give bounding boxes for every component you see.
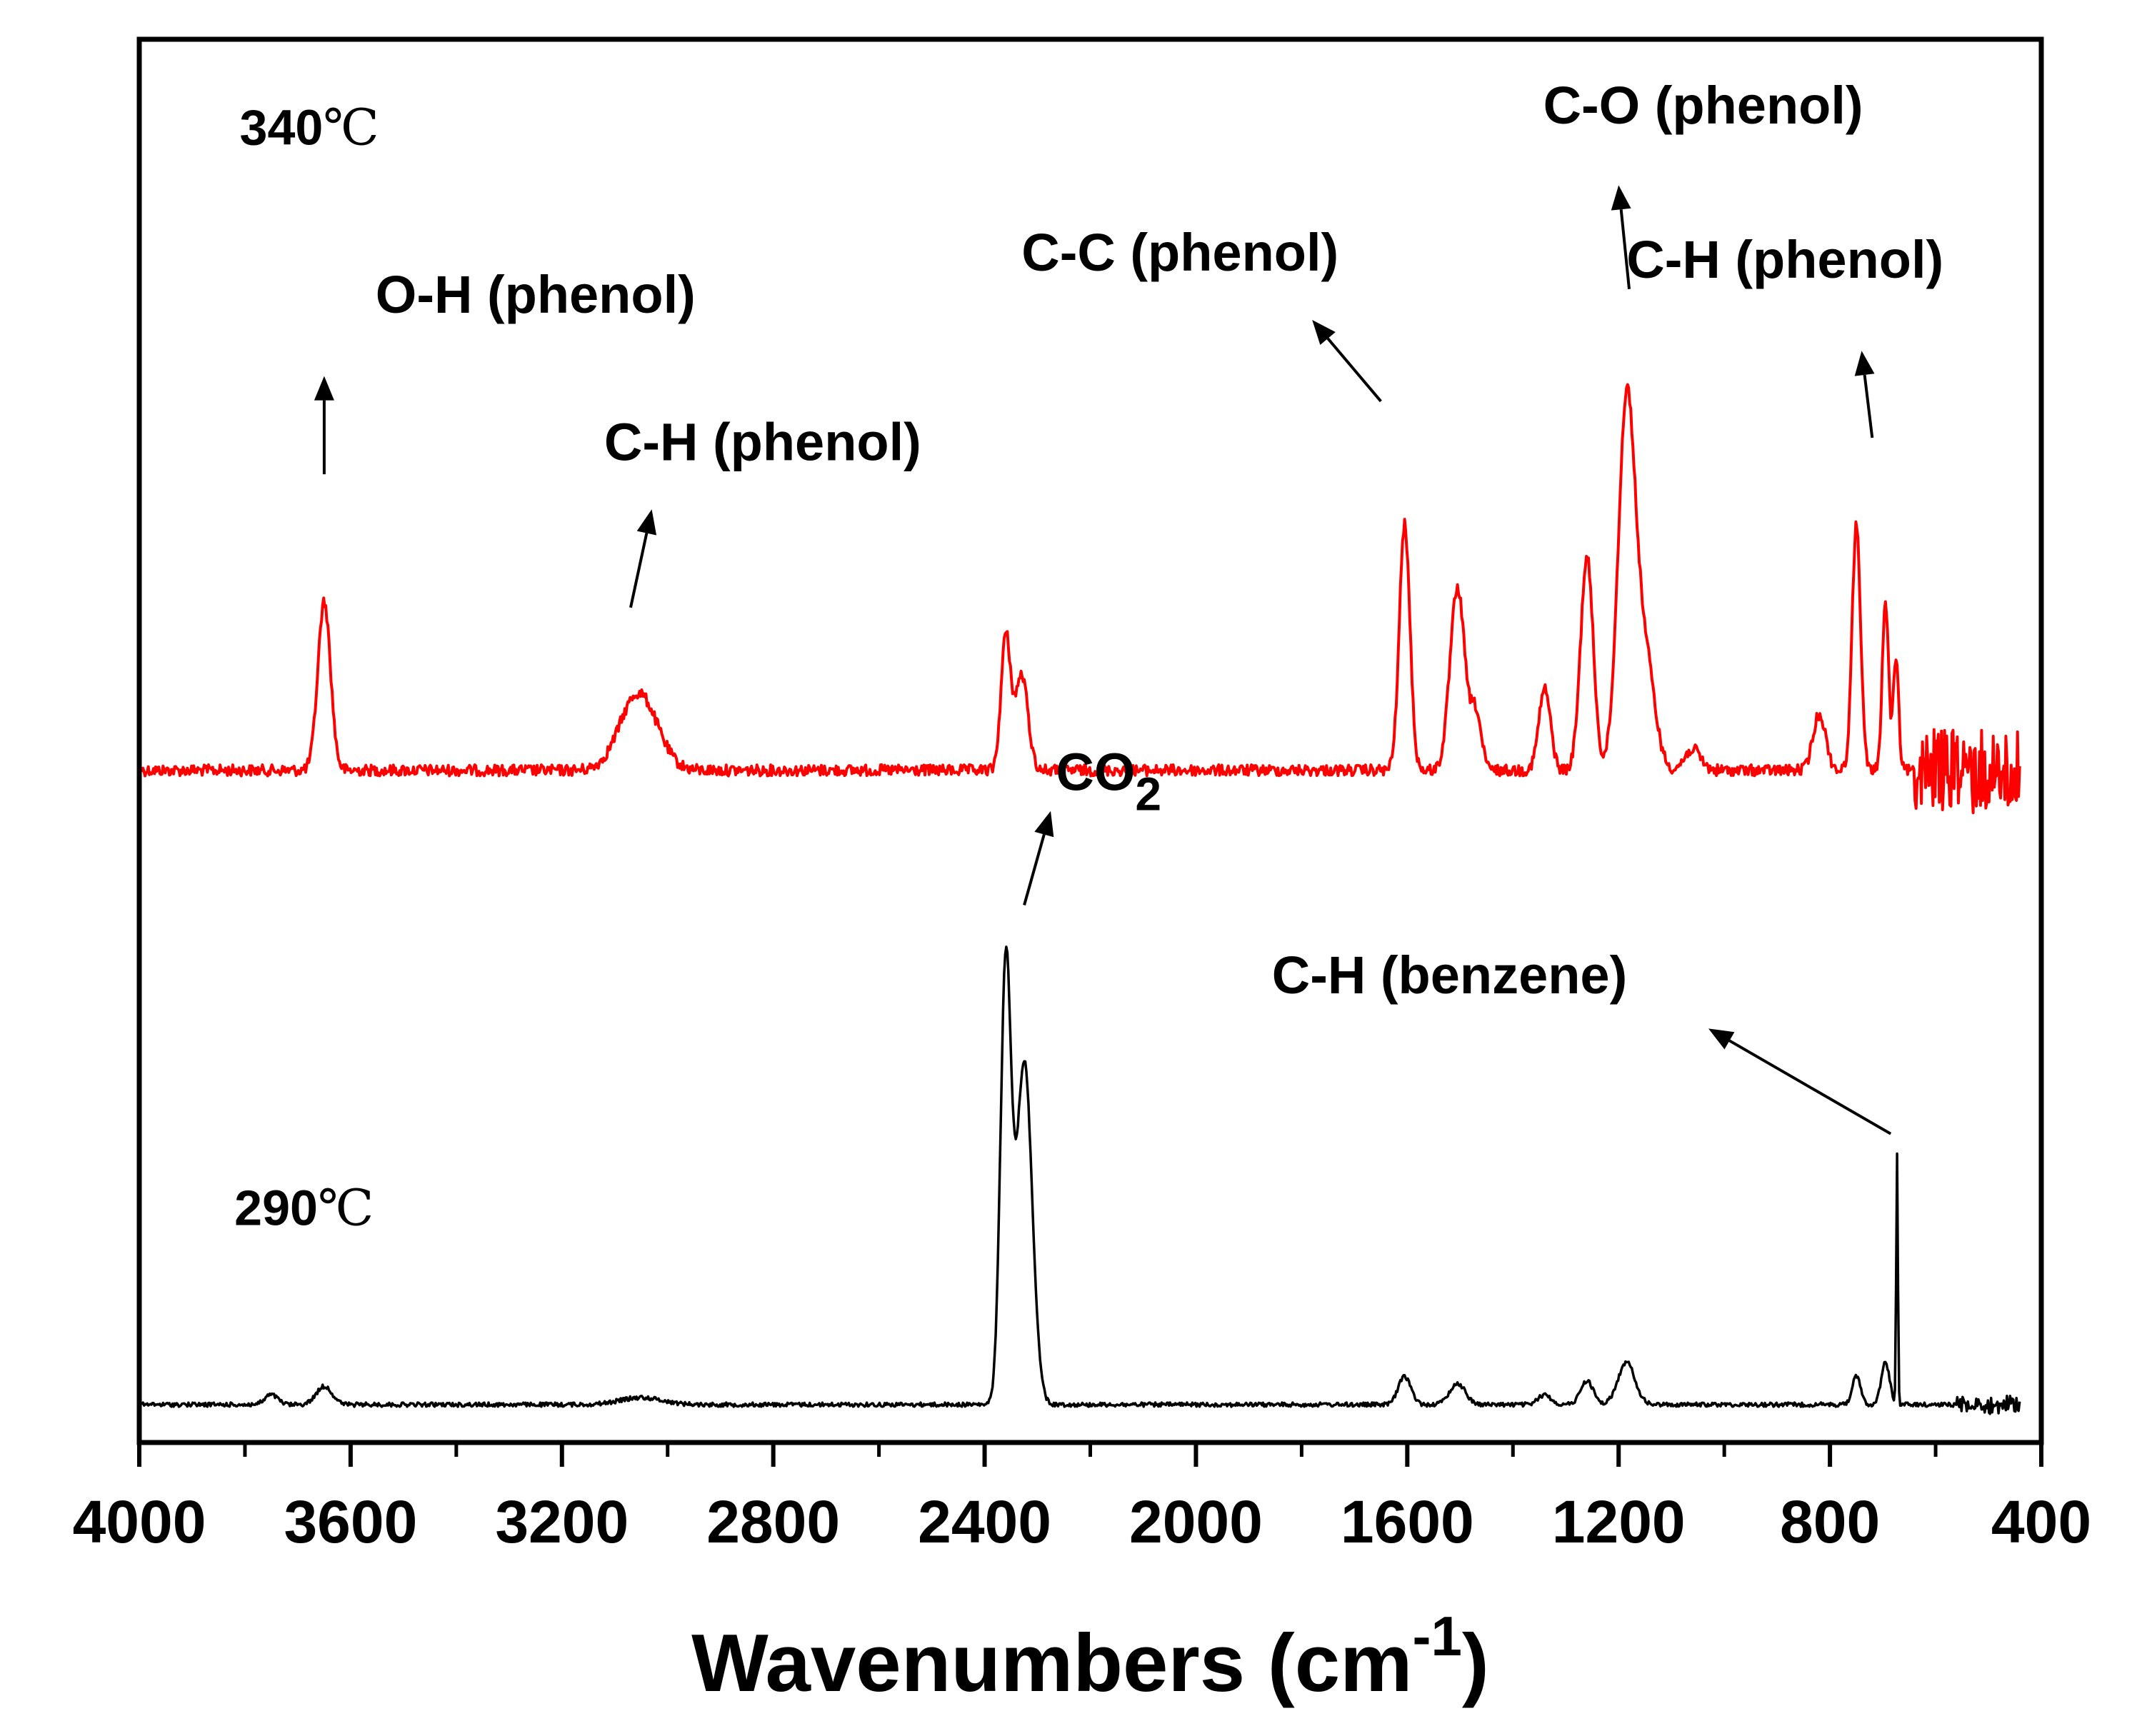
annotation-co2: CO2 — [1056, 742, 1161, 820]
annotation-arrow-head — [1312, 320, 1336, 346]
curve-label: 340℃ — [240, 98, 379, 156]
curve-label-value: 290 — [234, 1180, 318, 1235]
annotation-text: C-H (phenol) — [604, 413, 921, 472]
annotation-arrow-head — [1034, 811, 1054, 838]
annotation-subscript: 2 — [1135, 767, 1161, 820]
annotation-arrow-shaft — [1023, 833, 1046, 905]
x-tick-label: 1600 — [1341, 1488, 1474, 1555]
annotation-ch-benzene: C-H (benzene) — [1272, 945, 1627, 1005]
x-tick-label: 800 — [1780, 1488, 1880, 1555]
annotation-text: CO — [1056, 742, 1135, 801]
curve-label: 290℃ — [234, 1178, 374, 1237]
x-tick-label: 400 — [1991, 1488, 2091, 1555]
annotation-text: C-H (benzene) — [1272, 945, 1627, 1005]
annotation-cc-phenol: C-C (phenol) — [1021, 223, 1338, 282]
annotation-text: C-C (phenol) — [1021, 223, 1338, 282]
x-tick-label: 2000 — [1129, 1488, 1263, 1555]
annotation-arrow-shaft — [1619, 209, 1631, 289]
x-tick-label: 3200 — [495, 1488, 629, 1555]
annotation-arrow-head — [1611, 185, 1631, 211]
x-axis-label-text: Wavenumbers (cm — [691, 1618, 1412, 1709]
curve-label-value: 340 — [240, 99, 324, 155]
annotation-co-phenol: C-O (phenol) — [1543, 76, 1863, 135]
series-line-340℃ — [140, 383, 2021, 815]
x-tick-label: 3600 — [284, 1488, 417, 1555]
curve-label-unit: ℃ — [323, 98, 379, 156]
annotation-arrow-shaft — [1863, 374, 1874, 438]
x-tick-label: 1200 — [1552, 1488, 1686, 1555]
annotation-arrow-shaft — [1326, 337, 1382, 403]
x-tick-label: 2800 — [706, 1488, 840, 1555]
annotation-arrow-head — [1708, 1028, 1735, 1050]
annotation-ch-phenol-2: C-H (phenol) — [1626, 230, 1943, 289]
x-axis-label-sup: -1 — [1413, 1605, 1462, 1667]
series-line-290℃ — [141, 945, 2021, 1415]
curve-label-unit: ℃ — [318, 1178, 374, 1237]
x-tick-label: 2400 — [918, 1488, 1051, 1555]
annotation-text: C-H (phenol) — [1626, 230, 1943, 289]
series-group — [140, 383, 2021, 1415]
tick-group: 4000 3600 3200 2800 2400 2000 1600 1200 800 400 — [73, 1443, 2091, 1555]
annotation-text: O-H (phenol) — [376, 265, 696, 324]
annotation-arrow-head — [1854, 351, 1875, 376]
x-tick-label: 4000 — [73, 1488, 206, 1555]
x-axis-label: Wavenumbers (cm-1) — [691, 1605, 1489, 1709]
annotation-arrow-shaft — [1728, 1039, 1892, 1135]
annotation-text: C-O (phenol) — [1543, 76, 1863, 135]
annotation-arrow-shaft — [629, 533, 649, 608]
annotation-oh-phenol: O-H (phenol) — [376, 265, 696, 324]
annotation-arrow-head — [636, 509, 657, 536]
annotation-group: O-H (phenol) C-H (phenol) C-C (phenol) C-O … — [314, 76, 1943, 1135]
annotation-arrow-head — [314, 376, 334, 401]
annotation-ch-phenol-1: C-H (phenol) — [604, 413, 921, 472]
x-axis-label-close: ) — [1462, 1618, 1489, 1709]
